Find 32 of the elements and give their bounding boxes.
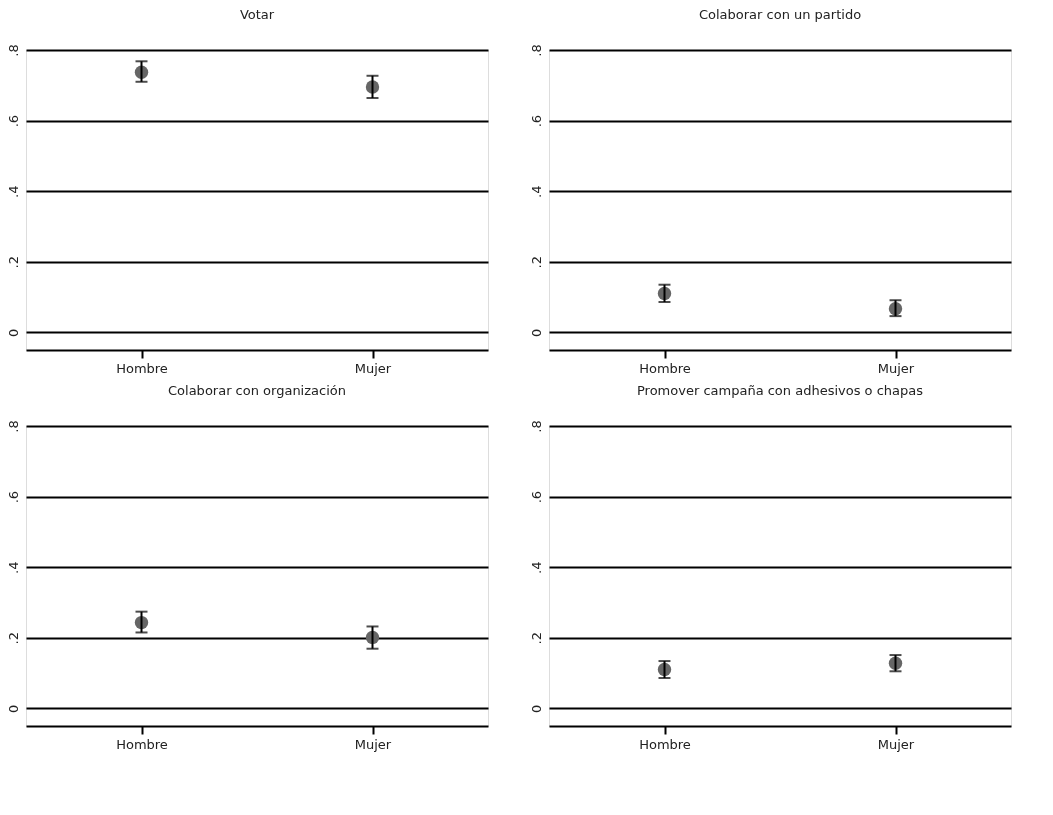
- x-tick-label: Hombre: [116, 736, 168, 752]
- y-tick-label: .2: [528, 632, 544, 645]
- x-tick-label: Hombre: [116, 360, 168, 376]
- y-tick-label: .4: [528, 561, 544, 574]
- y-tick-label: .8: [5, 44, 21, 57]
- y-tick-label: 0: [5, 704, 21, 713]
- chart-title: Colaborar con un partido: [698, 6, 862, 22]
- y-tick-label: .6: [5, 490, 21, 504]
- y-tick-label: .8: [528, 420, 544, 433]
- x-tick-label: Hombre: [639, 360, 691, 376]
- x-tick-label: Mujer: [354, 360, 392, 376]
- y-tick-label: .2: [5, 632, 21, 645]
- y-tick-label: .6: [528, 490, 544, 504]
- y-tick-label: .4: [5, 185, 21, 198]
- y-tick-label: .8: [528, 44, 544, 57]
- chart-title: Promover campaña con adhesivos o chapas: [636, 382, 924, 398]
- y-tick-label: .6: [5, 114, 21, 128]
- chart-title: Votar: [239, 6, 275, 22]
- y-tick-label: .6: [528, 114, 544, 128]
- y-tick-label: 0: [528, 328, 544, 337]
- y-tick-label: .8: [5, 420, 21, 433]
- x-tick-label: Mujer: [877, 360, 915, 376]
- y-tick-label: 0: [5, 328, 21, 337]
- y-tick-label: .2: [528, 256, 544, 269]
- y-tick-label: 0: [528, 704, 544, 713]
- x-tick-label: Mujer: [354, 736, 392, 752]
- x-tick-label: Mujer: [877, 736, 915, 752]
- x-tick-label: Hombre: [639, 736, 691, 752]
- y-tick-label: .4: [5, 561, 21, 574]
- y-tick-label: .4: [528, 185, 544, 198]
- y-tick-label: .2: [5, 256, 21, 269]
- chart-title: Colaborar con organización: [168, 382, 346, 398]
